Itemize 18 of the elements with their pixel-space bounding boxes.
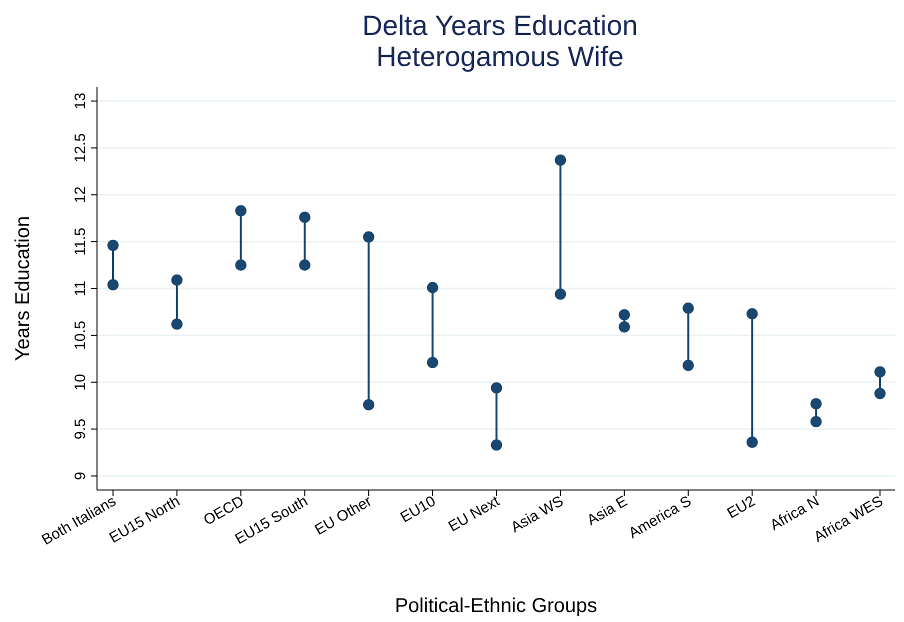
y-tick-label: 10 [72,374,89,391]
y-tick-label: 9 [72,472,89,480]
y-tick-label: 10.5 [72,320,89,350]
x-tick-label: Asia WS [508,492,566,536]
y-axis-title: Years Education [12,216,34,361]
x-tick-label: EU Other [312,492,375,539]
x-tick-label: EU2 [724,492,758,522]
x-axis-title: Political-Ethnic Groups [394,595,598,617]
x-tick-label: EU10 [398,492,439,526]
y-tick-label: 11 [72,280,89,296]
y-tick-label: 9.5 [72,418,89,440]
y-tick-label: 11.5 [72,228,89,256]
y-tick-label: 13 [72,92,89,110]
chart-title: Delta Years Education Heterogamous Wife [362,10,638,72]
y-tick-label: 12.5 [72,133,89,163]
y-tick-label: 12 [72,186,89,204]
x-tick-label: EU Next [446,492,504,536]
x-tick-label: Asia E [584,492,630,530]
